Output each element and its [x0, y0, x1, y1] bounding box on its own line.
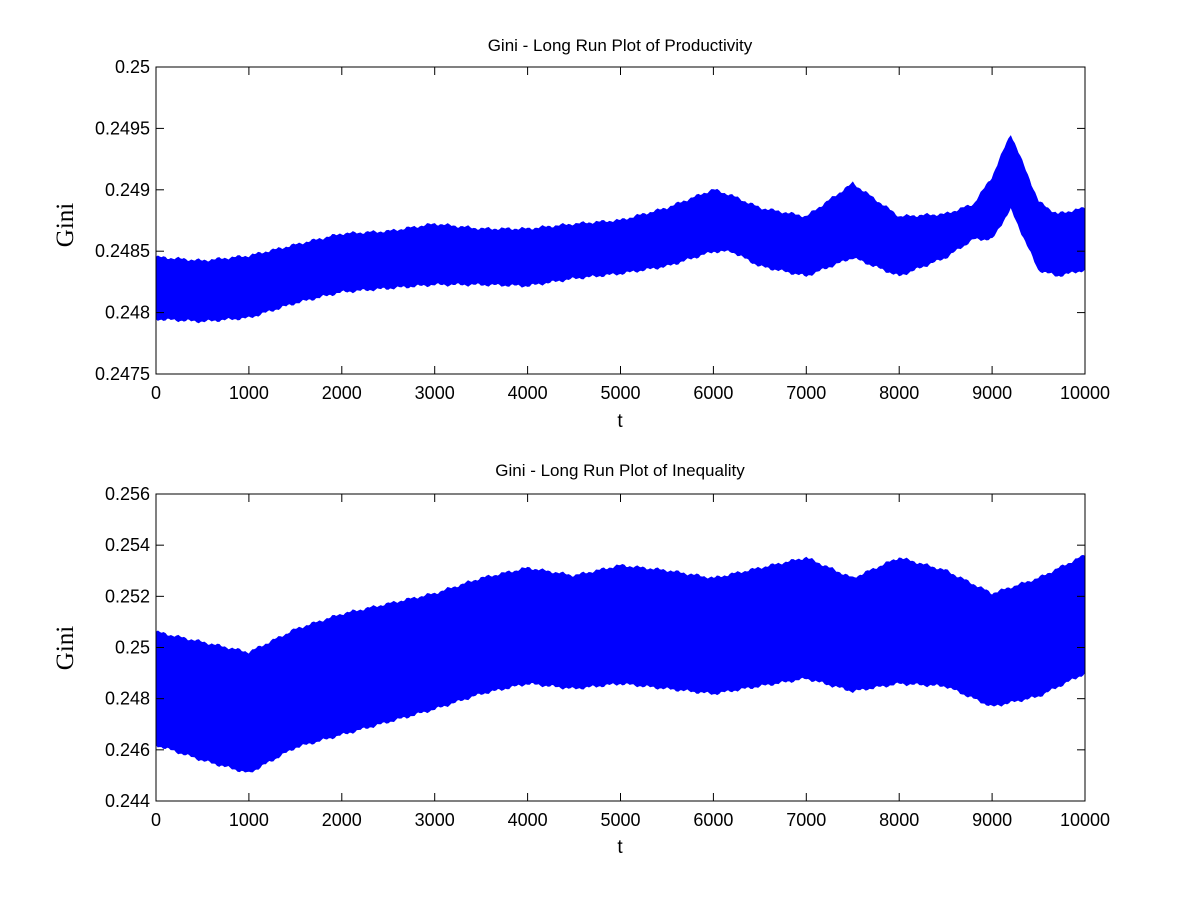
x-tick-label: 1000 — [229, 383, 269, 403]
y-tick-label: 0.249 — [105, 180, 150, 200]
x-tick-label: 1000 — [229, 810, 269, 830]
x-axis-label: t — [617, 837, 623, 858]
x-tick-label: 6000 — [693, 810, 733, 830]
x-tick-label: 3000 — [415, 383, 455, 403]
x-tick-label: 10000 — [1060, 810, 1110, 830]
x-tick-label: 10000 — [1060, 383, 1110, 403]
chart-title: Gini - Long Run Plot of Productivity — [488, 36, 753, 55]
x-tick-label: 4000 — [508, 383, 548, 403]
x-tick-label: 8000 — [879, 383, 919, 403]
x-ticks-group: 0 1000 2000 3000 4000 5000 6000 7000 8000 9000 100… — [151, 494, 1110, 830]
y-tick-label: 0.256 — [105, 484, 150, 504]
x-axis-label: t — [617, 411, 623, 432]
x-tick-label: 9000 — [972, 383, 1012, 403]
y-tick-label: 0.252 — [105, 586, 150, 606]
y-ticks-group: 0.244 0.246 0.248 0.25 0.252 0.254 0.256 — [105, 484, 1085, 811]
x-tick-label: 5000 — [600, 810, 640, 830]
x-tick-label: 2000 — [322, 383, 362, 403]
y-ticks-group: 0.2475 0.248 0.2485 0.249 0.2495 0.25 — [95, 57, 1085, 384]
y-tick-label: 0.25 — [115, 57, 150, 77]
x-tick-label: 6000 — [693, 383, 733, 403]
x-tick-label: 7000 — [786, 383, 826, 403]
x-tick-label: 7000 — [786, 810, 826, 830]
y-axis-label: Gini — [52, 203, 79, 248]
x-tick-label: 4000 — [508, 810, 548, 830]
y-tick-label: 0.25 — [115, 638, 150, 658]
chart-title: Gini - Long Run Plot of Inequality — [495, 461, 745, 480]
y-tick-label: 0.2475 — [95, 364, 150, 384]
x-tick-label: 9000 — [972, 810, 1012, 830]
x-tick-label: 0 — [151, 383, 161, 403]
chart-inequality: Gini - Long Run Plot of Inequality Gini … — [52, 461, 1110, 858]
chart-productivity: Gini - Long Run Plot of Productivity Gin… — [52, 36, 1110, 432]
y-tick-label: 0.2485 — [95, 241, 150, 261]
x-tick-label: 3000 — [415, 810, 455, 830]
y-tick-label: 0.254 — [105, 535, 150, 555]
y-tick-label: 0.244 — [105, 791, 150, 811]
x-tick-label: 8000 — [879, 810, 919, 830]
y-tick-label: 0.248 — [105, 303, 150, 323]
x-tick-label: 0 — [151, 810, 161, 830]
y-axis-label: Gini — [52, 626, 79, 671]
y-tick-label: 0.246 — [105, 740, 150, 760]
x-tick-label: 5000 — [600, 383, 640, 403]
x-tick-label: 2000 — [322, 810, 362, 830]
x-ticks-group: 0 1000 2000 3000 4000 5000 6000 7000 8000 9000 100… — [151, 67, 1110, 403]
y-tick-label: 0.248 — [105, 689, 150, 709]
y-tick-label: 0.2495 — [95, 118, 150, 138]
